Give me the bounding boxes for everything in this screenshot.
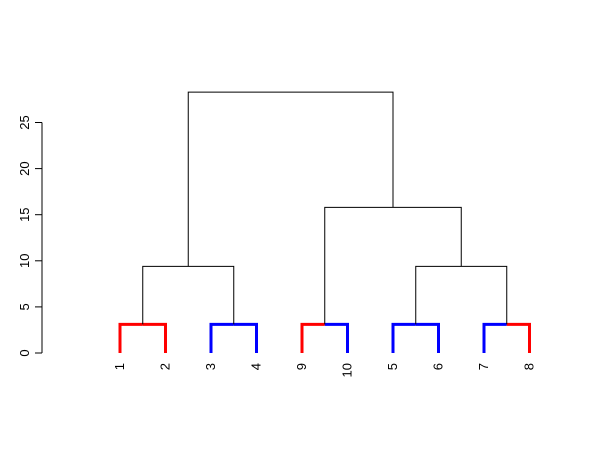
- dendrogram-links: [118, 91, 531, 353]
- cluster-branch-right: [142, 322, 167, 353]
- cluster-branch-left: [300, 322, 325, 353]
- y-tick-label: 15: [17, 207, 32, 221]
- leaf-label: 7: [476, 363, 491, 370]
- cluster-branch-left: [482, 322, 507, 353]
- cluster-branch-right: [233, 322, 258, 353]
- merge-link: [415, 265, 508, 325]
- y-tick-label: 10: [17, 254, 32, 268]
- y-axis: 0 5 10 15 20 25: [17, 115, 43, 357]
- merge-link: [187, 91, 394, 267]
- leaf-label: 2: [158, 363, 173, 370]
- y-tick-label: 0: [17, 349, 32, 356]
- cluster-branch-left: [209, 322, 234, 353]
- leaf-label: 1: [112, 363, 127, 370]
- leaf-labels: 1 2 3 4 9 10 5 6 7 8: [112, 363, 537, 377]
- cluster-branch-right: [415, 322, 440, 353]
- merge-link: [142, 265, 235, 325]
- y-tick-label: 5: [17, 303, 32, 310]
- y-tick-label: 25: [17, 115, 32, 129]
- cluster-branch-right: [506, 322, 531, 353]
- y-tick-label: 20: [17, 161, 32, 175]
- cluster-branch-right: [324, 322, 349, 353]
- leaf-label: 6: [431, 363, 446, 370]
- cluster-branch-left: [391, 322, 416, 353]
- leaf-label: 5: [385, 363, 400, 370]
- leaf-label: 9: [294, 363, 309, 370]
- leaf-label: 4: [249, 363, 264, 370]
- leaf-label: 8: [522, 363, 537, 370]
- cluster-branch-left: [118, 322, 143, 353]
- leaf-label: 10: [340, 363, 355, 377]
- leaf-label: 3: [203, 363, 218, 370]
